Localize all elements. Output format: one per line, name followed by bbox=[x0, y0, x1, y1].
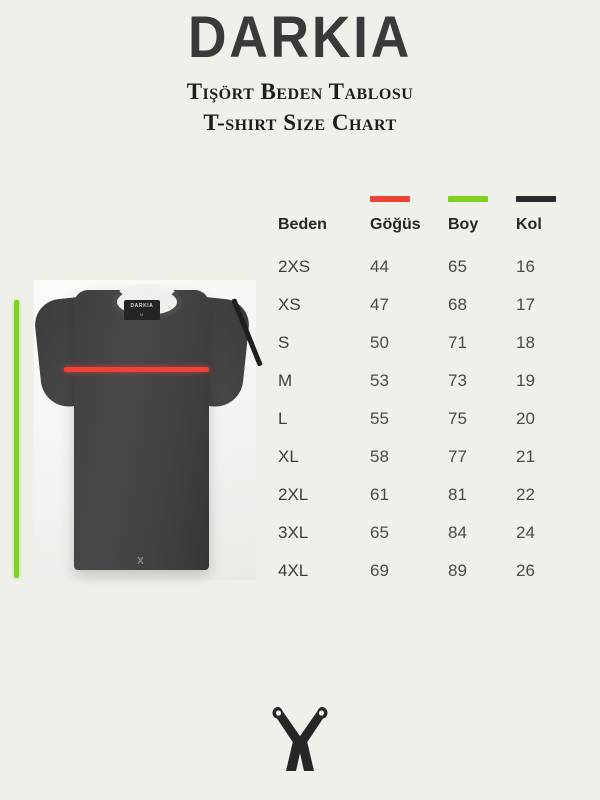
cell-length: 81 bbox=[448, 485, 467, 504]
cell-length: 75 bbox=[448, 409, 467, 428]
column-header-length: Boy bbox=[448, 216, 479, 233]
legend-length-cell bbox=[448, 186, 516, 202]
sleeve-swatch-icon bbox=[516, 196, 556, 202]
tshirt-body bbox=[74, 290, 209, 570]
cell-length: 84 bbox=[448, 523, 467, 542]
length-swatch-icon bbox=[448, 196, 488, 202]
legend-chest-cell bbox=[370, 186, 448, 202]
table-row: 2XS 44 65 16 bbox=[278, 248, 568, 286]
cell-chest: 44 bbox=[370, 257, 389, 276]
cell-length: 71 bbox=[448, 333, 467, 352]
table-row: S 50 71 18 bbox=[278, 324, 568, 362]
cell-sleeve: 17 bbox=[516, 295, 535, 314]
size-table-container: Beden Göğüs Boy Kol 2XS 44 65 16 XS 47 6… bbox=[278, 186, 588, 590]
legend-sleeve-cell bbox=[516, 186, 568, 202]
cell-chest: 53 bbox=[370, 371, 389, 390]
cell-length: 73 bbox=[448, 371, 467, 390]
cell-size: 4XL bbox=[278, 561, 309, 580]
column-header-sleeve: Kol bbox=[516, 216, 542, 233]
cell-sleeve: 18 bbox=[516, 333, 535, 352]
cell-sleeve: 22 bbox=[516, 485, 535, 504]
cell-sleeve: 19 bbox=[516, 371, 535, 390]
neck-label-size: M bbox=[139, 312, 145, 317]
column-header-chest: Göğüs bbox=[370, 216, 421, 233]
cell-size: 3XL bbox=[278, 523, 309, 542]
tshirt-illustration: DARKIA M X bbox=[0, 270, 270, 590]
subtitle-turkish: Tişört Beden Tablosu bbox=[186, 78, 414, 104]
table-row: 3XL 65 84 24 bbox=[278, 514, 568, 552]
size-table: Beden Göğüs Boy Kol 2XS 44 65 16 XS 47 6… bbox=[278, 186, 568, 590]
length-measure-line bbox=[14, 300, 19, 578]
table-row: 2XL 61 81 22 bbox=[278, 476, 568, 514]
cell-size: 2XL bbox=[278, 485, 309, 504]
table-row: XS 47 68 17 bbox=[278, 286, 568, 324]
cell-chest: 47 bbox=[370, 295, 389, 314]
chest-measure-line bbox=[64, 367, 209, 372]
legend-spacer bbox=[278, 186, 370, 202]
cell-chest: 50 bbox=[370, 333, 389, 352]
cell-size: M bbox=[278, 371, 293, 390]
cell-chest: 58 bbox=[370, 447, 389, 466]
neck-label: DARKIA M bbox=[124, 300, 160, 320]
table-row: XL 58 77 21 bbox=[278, 438, 568, 476]
cell-sleeve: 24 bbox=[516, 523, 535, 542]
cell-sleeve: 21 bbox=[516, 447, 535, 466]
brand-wordmark: DARKIA bbox=[187, 5, 413, 70]
subtitle-english: T-shirt Size Chart bbox=[203, 109, 397, 135]
cell-chest: 69 bbox=[370, 561, 389, 580]
cell-sleeve: 20 bbox=[516, 409, 535, 428]
table-header-row: Beden Göğüs Boy Kol bbox=[278, 202, 568, 248]
x-mark-logo-icon bbox=[272, 707, 328, 771]
column-header-size: Beden bbox=[278, 216, 327, 233]
cell-chest: 55 bbox=[370, 409, 389, 428]
cell-chest: 61 bbox=[370, 485, 389, 504]
cell-sleeve: 26 bbox=[516, 561, 535, 580]
cell-sleeve: 16 bbox=[516, 257, 535, 276]
cell-size: XL bbox=[278, 447, 299, 466]
footer-logo-container bbox=[0, 701, 600, 782]
cell-length: 65 bbox=[448, 257, 467, 276]
cell-size: 2XS bbox=[278, 257, 311, 276]
table-row: L 55 75 20 bbox=[278, 400, 568, 438]
cell-chest: 65 bbox=[370, 523, 389, 542]
legend-swatch-row bbox=[278, 186, 568, 202]
cell-length: 77 bbox=[448, 447, 467, 466]
table-row: M 53 73 19 bbox=[278, 362, 568, 400]
cell-size: S bbox=[278, 333, 290, 352]
chest-swatch-icon bbox=[370, 196, 410, 202]
table-row: 4XL 69 89 26 bbox=[278, 552, 568, 590]
cell-length: 68 bbox=[448, 295, 467, 314]
tshirt-graphic: DARKIA M X bbox=[32, 280, 256, 580]
cell-length: 89 bbox=[448, 561, 467, 580]
page-header: DARKIA Tişört Beden Tablosu T-shirt Size… bbox=[0, 0, 600, 136]
cell-size: L bbox=[278, 409, 288, 428]
hem-logo-x: X bbox=[137, 556, 144, 567]
cell-size: XS bbox=[278, 295, 301, 314]
neck-label-brand: DARKIA bbox=[130, 303, 154, 309]
